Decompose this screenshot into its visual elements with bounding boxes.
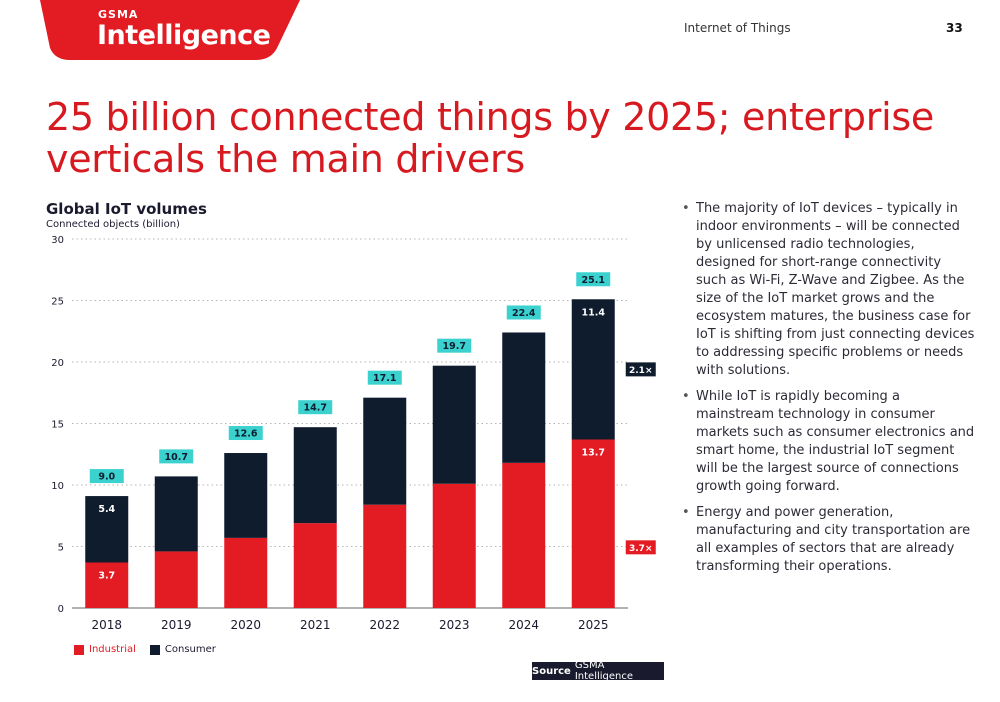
data-label-industrial: 13.7 xyxy=(582,447,605,458)
key-point: While IoT is rapidly becoming a mainstre… xyxy=(680,388,975,496)
bar-consumer xyxy=(224,453,268,538)
total-label-badge xyxy=(89,469,124,484)
brand-tab xyxy=(40,0,300,60)
y-tick-label: 20 xyxy=(51,358,64,369)
bar-industrial xyxy=(293,523,337,608)
legend-item-industrial: Industrial xyxy=(74,644,136,655)
x-tick-label: 2024 xyxy=(508,618,539,632)
bar-industrial xyxy=(85,562,129,608)
brand-wordmark-small: GSMA xyxy=(98,8,139,21)
key-point: Energy and power generation, manufacturi… xyxy=(680,504,975,576)
data-label-consumer: 5.4 xyxy=(98,504,115,515)
legend-item-consumer: Consumer xyxy=(149,644,216,655)
x-tick-label: 2020 xyxy=(230,618,261,632)
bar-consumer xyxy=(154,476,198,552)
brand-wordmark: Intelligence xyxy=(97,20,271,51)
bar-consumer xyxy=(571,299,615,440)
bar-industrial xyxy=(432,483,476,608)
legend-label-industrial: Industrial xyxy=(89,644,136,655)
y-tick-label: 30 xyxy=(51,235,64,246)
bar-industrial xyxy=(502,462,546,608)
total-label: 9.0 xyxy=(98,472,115,483)
x-tick-label: 2021 xyxy=(300,618,331,632)
total-label: 17.1 xyxy=(373,373,396,384)
total-label: 19.7 xyxy=(443,341,466,352)
bar-industrial xyxy=(224,537,268,608)
chart-legend: Industrial Consumer xyxy=(74,644,230,655)
x-tick-label: 2022 xyxy=(369,618,400,632)
growth-badge-industrial xyxy=(625,540,656,555)
total-label: 10.7 xyxy=(165,452,188,463)
data-label-consumer: 11.4 xyxy=(582,307,606,318)
y-tick-label: 15 xyxy=(51,420,64,431)
growth-badge-consumer xyxy=(625,362,656,377)
bar-consumer xyxy=(363,397,407,505)
key-points-list: The majority of IoT devices – typically … xyxy=(680,200,975,584)
total-label: 25.1 xyxy=(582,275,605,286)
bar-industrial xyxy=(571,439,615,608)
growth-label-consumer: 2.1× xyxy=(629,366,652,376)
bar-consumer xyxy=(502,332,546,463)
bar-consumer xyxy=(85,496,129,563)
chart-y-axis-label: Connected objects (billion) xyxy=(46,219,180,230)
data-label-industrial: 3.7 xyxy=(98,570,115,581)
source-badge: Source GSMA Intelligence xyxy=(532,660,664,682)
source-text: GSMA Intelligence xyxy=(574,660,634,682)
legend-swatch-industrial xyxy=(74,644,84,655)
total-label: 22.4 xyxy=(512,308,536,319)
total-label-badge xyxy=(228,426,263,441)
total-label-badge xyxy=(506,305,541,320)
x-tick-label: 2023 xyxy=(439,618,470,632)
section-title: Internet of Things xyxy=(684,21,791,35)
y-tick-label: 5 xyxy=(58,543,64,554)
chart-title: Global IoT volumes xyxy=(46,200,207,218)
total-label-badge xyxy=(576,272,611,287)
source-label: Source xyxy=(532,665,571,677)
page-number: 33 xyxy=(946,21,963,35)
x-tick-label: 2025 xyxy=(578,618,609,632)
y-tick-label: 10 xyxy=(51,481,64,492)
bar-consumer xyxy=(293,427,337,524)
legend-swatch-consumer xyxy=(149,644,160,655)
total-label-badge xyxy=(437,338,472,353)
total-label-badge xyxy=(159,449,194,464)
bar-industrial xyxy=(363,504,407,608)
bar-industrial xyxy=(154,551,198,608)
total-label-badge xyxy=(367,370,402,385)
growth-label-industrial: 3.7× xyxy=(629,544,652,554)
total-label: 12.6 xyxy=(234,429,258,440)
y-tick-label: 25 xyxy=(51,297,64,308)
page-headline: 25 billion connected things by 2025; ent… xyxy=(46,95,934,181)
y-tick-label: 0 xyxy=(58,604,64,615)
legend-label-consumer: Consumer xyxy=(164,644,216,655)
bar-consumer xyxy=(432,365,476,484)
total-label: 14.7 xyxy=(304,403,327,414)
key-point: The majority of IoT devices – typically … xyxy=(680,200,975,380)
total-label-badge xyxy=(298,400,333,415)
x-tick-label: 2018 xyxy=(91,618,122,632)
x-tick-label: 2019 xyxy=(161,618,192,632)
